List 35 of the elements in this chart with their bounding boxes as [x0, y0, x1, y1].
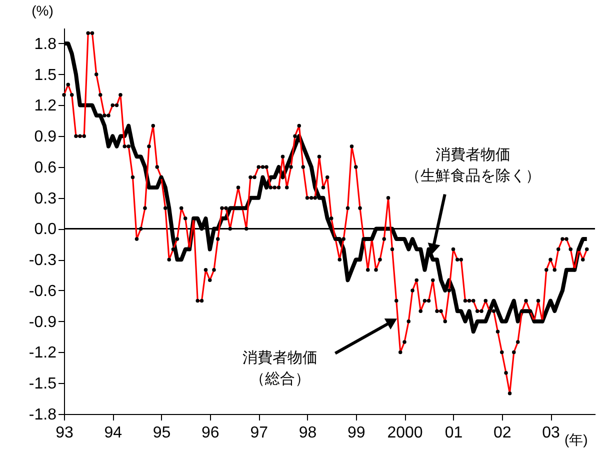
point: [528, 309, 532, 313]
x-tick-label: 99: [347, 424, 366, 442]
point: [520, 309, 524, 313]
x-tick-label: 95: [152, 424, 171, 442]
y-tick-label: 1.8: [34, 36, 57, 53]
y-tick-label: -0.3: [28, 252, 57, 270]
point: [540, 319, 544, 324]
x-tick-label: 97: [250, 424, 268, 442]
y-tick-label: 0.3: [34, 190, 57, 208]
annotation: 消費者物価（総合）: [242, 349, 318, 388]
y-tick-label: 0.9: [34, 128, 57, 146]
point: [159, 175, 164, 180]
y-tick-label: 1.5: [34, 66, 57, 84]
x-tick-label: 93: [56, 424, 74, 442]
x-axis-title: (年): [564, 432, 588, 448]
y-tick-label: -0.9: [28, 314, 57, 331]
x-tick-label: 01: [444, 424, 463, 442]
point: [576, 247, 581, 252]
y-tick-label: 1.2: [34, 98, 57, 115]
y-tick-label: -1.2: [28, 344, 57, 362]
y-tick-label: -1.5: [28, 376, 57, 393]
x-tick-label: 94: [104, 424, 122, 442]
x-tick-label: 98: [298, 424, 317, 442]
point: [334, 237, 338, 241]
point: [488, 309, 492, 313]
x-tick-label: 03: [542, 424, 560, 442]
annotation: 消費者物価（生鮮食品を除く）: [405, 146, 540, 184]
y-tick-label: 0.6: [34, 159, 57, 176]
y-tick-label: 0.0: [34, 221, 57, 238]
y-axis-title: (%): [32, 2, 54, 18]
y-tick-label: -0.6: [28, 282, 57, 300]
x-tick-label: 02: [493, 424, 512, 442]
y-tick-label: -1.8: [28, 406, 57, 424]
x-tick-label: 2000: [387, 424, 423, 442]
x-tick-label: 96: [201, 424, 220, 442]
